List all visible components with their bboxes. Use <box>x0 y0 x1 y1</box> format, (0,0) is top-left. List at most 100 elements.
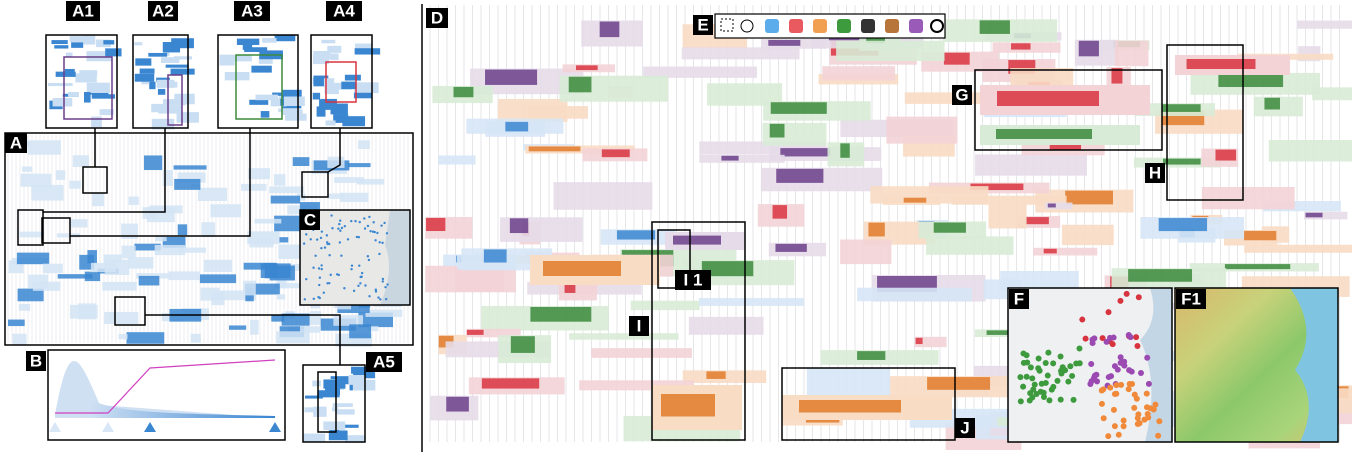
dot <box>320 246 323 250</box>
handle[interactable] <box>102 422 114 432</box>
handle[interactable] <box>49 422 61 432</box>
streak <box>1065 190 1113 205</box>
dot <box>1117 354 1124 361</box>
streak <box>673 235 721 245</box>
streak <box>601 149 630 158</box>
dot <box>1115 431 1122 438</box>
handle[interactable] <box>269 422 281 432</box>
blob <box>173 165 207 170</box>
blob <box>135 58 152 66</box>
streak <box>1128 269 1193 282</box>
blob <box>353 82 379 94</box>
dot <box>1033 390 1040 397</box>
blob <box>174 178 201 190</box>
band <box>1061 224 1114 246</box>
blob <box>270 98 287 107</box>
blob <box>278 244 300 259</box>
band <box>951 195 1067 205</box>
color-swatch[interactable] <box>909 19 923 33</box>
streak <box>772 205 788 219</box>
panel-label: H <box>1149 163 1161 182</box>
blob <box>55 170 66 180</box>
blob <box>277 276 287 289</box>
panel-label: D <box>431 8 443 27</box>
blob <box>91 116 102 128</box>
dot <box>1131 391 1138 398</box>
blob <box>128 196 139 205</box>
color-swatch[interactable] <box>789 19 803 33</box>
dot <box>376 231 379 235</box>
dot <box>1137 369 1144 376</box>
dot <box>312 297 316 300</box>
dot <box>1103 338 1110 345</box>
dot <box>338 241 342 244</box>
color-swatch[interactable] <box>837 19 851 33</box>
blob <box>156 79 175 88</box>
band <box>1268 140 1352 162</box>
blob <box>305 395 323 399</box>
band <box>1114 40 1149 67</box>
hl <box>167 74 183 126</box>
reset-tool[interactable] <box>930 19 944 33</box>
band <box>528 106 588 119</box>
panel-label: A3 <box>241 1 263 20</box>
streak <box>543 261 621 276</box>
blob <box>344 74 361 81</box>
blob <box>54 45 69 49</box>
dot <box>343 287 346 290</box>
dot <box>363 227 367 230</box>
blob <box>251 65 272 73</box>
band <box>1312 87 1352 101</box>
dot <box>1031 381 1038 388</box>
dot <box>1109 341 1116 348</box>
dot <box>337 227 340 230</box>
dot <box>1023 352 1030 359</box>
dot <box>1040 393 1047 400</box>
blob <box>312 380 321 387</box>
blob <box>320 98 337 110</box>
blob <box>243 262 276 270</box>
dot <box>350 264 354 267</box>
blob <box>57 274 93 279</box>
hl <box>235 54 283 120</box>
color-swatch[interactable] <box>765 19 779 33</box>
streak <box>775 243 807 252</box>
blob <box>16 252 50 265</box>
blob <box>69 180 81 189</box>
select-tool[interactable] <box>720 18 734 32</box>
blob <box>313 75 329 87</box>
blob <box>299 325 311 333</box>
blob <box>154 244 186 256</box>
dot <box>358 220 361 224</box>
blob <box>170 68 195 75</box>
streak <box>564 280 576 293</box>
dot <box>380 224 383 227</box>
blob <box>83 92 91 103</box>
streak <box>1215 149 1237 161</box>
dot <box>1110 334 1117 341</box>
color-swatch[interactable] <box>861 19 875 33</box>
blob <box>323 379 346 389</box>
color-swatch[interactable] <box>885 19 899 33</box>
blob <box>327 45 342 53</box>
color-swatch[interactable] <box>813 19 827 33</box>
blob <box>332 407 339 412</box>
band <box>975 154 1087 176</box>
band <box>1000 270 1079 291</box>
streak <box>1043 248 1057 254</box>
blob <box>71 41 84 48</box>
dot <box>1135 294 1142 301</box>
dot <box>359 282 362 285</box>
label-box <box>675 270 711 290</box>
dot <box>368 215 371 219</box>
band <box>806 368 891 396</box>
dot <box>383 221 386 225</box>
streak <box>769 123 785 138</box>
play-tool[interactable] <box>740 19 754 33</box>
blob <box>354 435 365 443</box>
blob <box>173 56 192 60</box>
dot <box>1098 400 1105 407</box>
label-box <box>234 1 270 21</box>
handle[interactable] <box>144 422 156 432</box>
streak <box>970 183 1024 191</box>
